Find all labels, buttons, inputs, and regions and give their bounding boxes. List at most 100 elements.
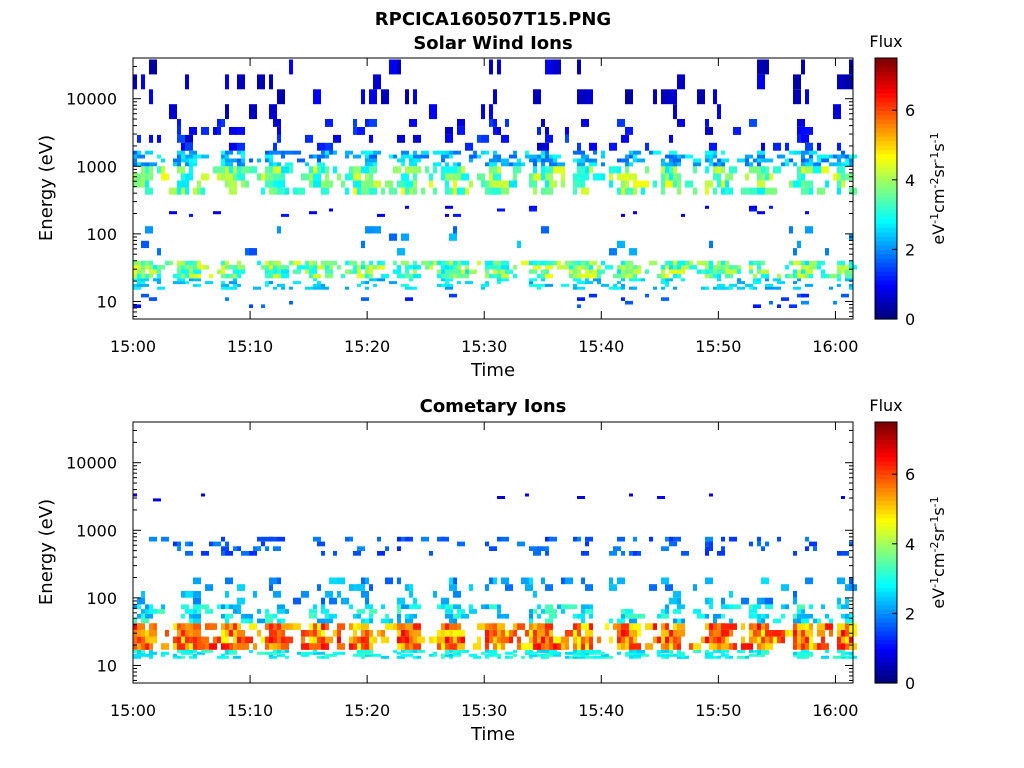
heatmap-cell: [657, 651, 661, 655]
heatmap-cell: [189, 649, 193, 653]
heatmap-cell: [445, 187, 449, 195]
heatmap-cell: [709, 162, 713, 167]
colorbar-segment: [875, 617, 897, 623]
heatmap-cell: [441, 630, 445, 637]
heatmap-cell: [793, 653, 801, 657]
heatmap-cell: [769, 300, 773, 305]
heatmap-cell: [757, 154, 765, 159]
heatmap-cell: [401, 162, 405, 167]
heatmap-cell: [705, 649, 709, 653]
heatmap-cell: [677, 269, 685, 274]
heatmap-cell: [581, 551, 589, 556]
heatmap-cell: [837, 551, 841, 556]
heatmap-cell: [641, 180, 649, 188]
heatmap-cell: [301, 653, 309, 657]
heatmap-cell: [625, 89, 633, 105]
y-tick-label: 1000: [76, 521, 117, 540]
heatmap-cell: [201, 154, 209, 159]
heatmap-cell: [717, 630, 721, 637]
colorbar-frame: [874, 421, 898, 684]
heatmap-cell: [173, 158, 181, 163]
heatmap-cell: [525, 493, 529, 497]
heatmap-cell: [321, 604, 325, 610]
heatmap-cell: [225, 604, 229, 610]
heatmap-cell: [365, 604, 373, 610]
heatmap-cell: [173, 655, 177, 659]
heatmap-cell: [177, 187, 181, 195]
colorbar-segment: [875, 443, 897, 449]
x-tick-label: 15:10: [227, 337, 273, 356]
heatmap-cell: [673, 162, 677, 167]
heatmap-cell: [513, 623, 517, 630]
heatmap-cell: [173, 653, 177, 657]
heatmap-cell: [773, 142, 781, 151]
heatmap-cell: [245, 636, 253, 644]
heatmap-cell: [533, 630, 537, 637]
heatmap-cell: [293, 187, 297, 195]
heatmap-cell: [573, 187, 577, 195]
heatmap-cell: [577, 180, 585, 188]
heatmap-cell: [449, 577, 453, 585]
heatmap-cell: [409, 536, 413, 542]
heatmap-cell: [177, 546, 181, 551]
heatmap-cell: [141, 269, 145, 274]
heatmap-cell: [225, 104, 229, 120]
heatmap-cell: [805, 180, 813, 188]
heatmap-cell: [661, 546, 669, 551]
heatmap-cell: [669, 89, 677, 105]
heatmap-cell: [445, 162, 449, 167]
heatmap-cell: [565, 260, 573, 266]
colorbar-segment: [875, 192, 897, 198]
heatmap-cell: [457, 127, 465, 135]
heatmap-cell: [441, 283, 445, 287]
heatmap-cell: [809, 273, 813, 279]
heatmap-cell: [837, 273, 841, 279]
heatmap-cell: [549, 643, 553, 650]
heatmap-cell: [521, 643, 529, 650]
heatmap-cell: [533, 89, 541, 105]
heatmap-cell: [837, 630, 841, 637]
heatmap-cell: [465, 265, 469, 270]
heatmap-cell: [541, 158, 545, 163]
heatmap-cell: [717, 260, 721, 266]
heatmap-cell: [821, 166, 829, 174]
heatmap-cell: [237, 283, 241, 287]
heatmap-cell: [133, 604, 137, 610]
heatmap-cell: [621, 286, 625, 290]
heatmap-cell: [741, 643, 749, 650]
heatmap-cell: [809, 187, 813, 195]
heatmap-cell: [433, 653, 437, 657]
heatmap-cell: [313, 89, 321, 105]
heatmap-cell: [773, 278, 781, 282]
heatmap-cell: [189, 150, 193, 155]
heatmap-cell: [721, 536, 725, 542]
heatmap-cell: [625, 154, 629, 159]
heatmap-cell: [593, 655, 601, 659]
heatmap-cell: [693, 187, 697, 195]
heatmap-cell: [577, 162, 585, 167]
heatmap-cell: [409, 187, 413, 195]
heatmap-cell: [325, 269, 333, 274]
heatmap-cell: [765, 283, 773, 287]
heatmap-cell: [269, 655, 277, 659]
colorbar-segment: [875, 565, 897, 571]
heatmap-cell: [241, 180, 245, 188]
colorbar-segment: [875, 171, 897, 177]
heatmap-cell: [337, 630, 341, 637]
heatmap-cell: [665, 643, 669, 650]
heatmap-cell: [497, 655, 501, 659]
heatmap-cell: [713, 655, 717, 659]
heatmap-cell: [265, 180, 273, 188]
heatmap-cell: [681, 260, 685, 266]
heatmap-cell: [149, 260, 153, 266]
colorbar-segment: [875, 661, 897, 667]
heatmap-cell: [677, 604, 685, 610]
heatmap-cell: [585, 623, 589, 630]
heatmap-cell: [317, 651, 325, 655]
heatmap-cell: [233, 623, 237, 630]
heatmap-cell: [573, 655, 577, 659]
heatmap-cell: [177, 134, 185, 143]
heatmap-cell: [509, 180, 517, 188]
heatmap-cell: [285, 636, 293, 644]
heatmap-cell: [313, 536, 321, 542]
